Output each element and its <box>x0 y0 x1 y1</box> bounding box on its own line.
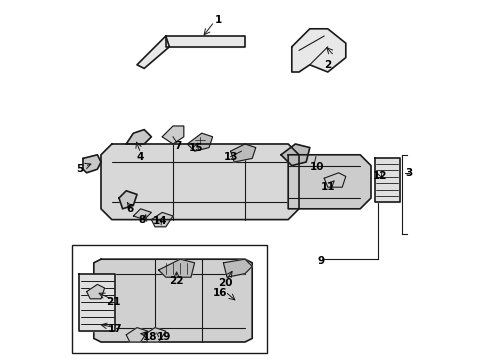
Text: 15: 15 <box>189 143 204 153</box>
Text: 14: 14 <box>153 216 168 226</box>
Polygon shape <box>101 144 299 220</box>
Text: 11: 11 <box>320 182 335 192</box>
Polygon shape <box>87 284 104 299</box>
Text: 3: 3 <box>405 168 413 178</box>
Polygon shape <box>144 328 166 342</box>
Text: 17: 17 <box>108 324 122 334</box>
Text: 19: 19 <box>157 332 171 342</box>
Polygon shape <box>94 259 252 342</box>
Polygon shape <box>137 36 170 68</box>
Text: 8: 8 <box>139 215 146 225</box>
Polygon shape <box>126 328 148 342</box>
Text: 6: 6 <box>126 204 133 214</box>
Text: 7: 7 <box>175 141 182 151</box>
Text: 22: 22 <box>170 276 184 286</box>
Polygon shape <box>223 259 252 277</box>
Polygon shape <box>133 209 151 220</box>
Text: 1: 1 <box>215 15 221 25</box>
Text: 21: 21 <box>106 297 121 307</box>
Text: 5: 5 <box>76 164 83 174</box>
Polygon shape <box>83 155 101 173</box>
Text: 12: 12 <box>373 171 387 181</box>
Polygon shape <box>126 130 151 144</box>
Polygon shape <box>374 158 400 202</box>
Bar <box>72 245 267 353</box>
Polygon shape <box>288 155 371 209</box>
Polygon shape <box>159 259 195 277</box>
Polygon shape <box>292 29 346 72</box>
Polygon shape <box>162 126 184 144</box>
Text: 20: 20 <box>218 278 232 288</box>
Text: 2: 2 <box>324 60 331 70</box>
Text: 9: 9 <box>317 256 324 266</box>
Text: 4: 4 <box>137 152 144 162</box>
Text: 18: 18 <box>143 332 157 342</box>
Polygon shape <box>119 191 137 209</box>
Polygon shape <box>231 144 256 162</box>
Polygon shape <box>151 212 173 227</box>
Polygon shape <box>324 173 346 187</box>
Polygon shape <box>79 274 116 331</box>
Polygon shape <box>187 133 213 151</box>
Polygon shape <box>281 144 310 166</box>
Text: 10: 10 <box>310 162 324 172</box>
Polygon shape <box>166 36 245 47</box>
Text: 13: 13 <box>223 152 238 162</box>
Text: 16: 16 <box>213 288 227 298</box>
